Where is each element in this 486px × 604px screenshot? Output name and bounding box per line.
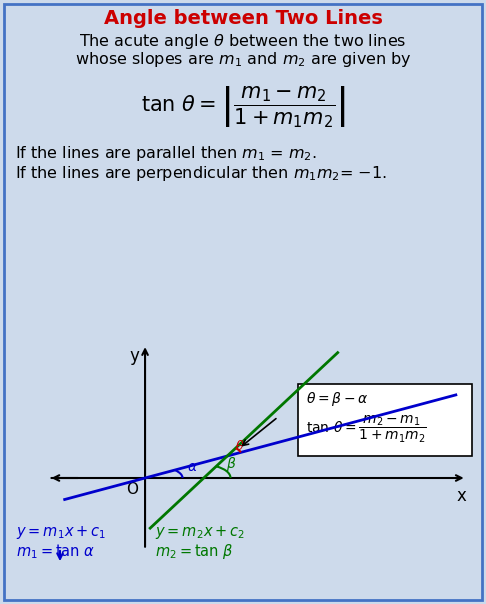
- Text: The acute angle $\theta$ between the two lines: The acute angle $\theta$ between the two…: [79, 32, 407, 51]
- Text: $y = m_2x + c_2$: $y = m_2x + c_2$: [155, 524, 245, 541]
- Text: If the lines are parallel then $m_1$ = $m_2$.: If the lines are parallel then $m_1$ = $…: [15, 144, 317, 163]
- FancyBboxPatch shape: [4, 4, 482, 600]
- Text: $\theta$: $\theta$: [235, 439, 244, 453]
- Text: If the lines are perpendicular then $m_1$$m_2$= $-$1.: If the lines are perpendicular then $m_1…: [15, 164, 387, 183]
- Text: Angle between Two Lines: Angle between Two Lines: [104, 9, 382, 28]
- Text: $m_2 = \tan\,\beta$: $m_2 = \tan\,\beta$: [155, 542, 234, 561]
- Text: $y = m_1x + c_1$: $y = m_1x + c_1$: [16, 524, 106, 541]
- Text: $\beta$: $\beta$: [226, 455, 237, 473]
- Text: $m_1 = \tan\,\alpha$: $m_1 = \tan\,\alpha$: [16, 542, 95, 561]
- FancyBboxPatch shape: [298, 384, 472, 456]
- Text: x: x: [456, 487, 466, 504]
- Text: y: y: [130, 347, 139, 365]
- Text: O: O: [127, 482, 139, 497]
- Text: $\alpha$: $\alpha$: [187, 460, 198, 474]
- Text: $\theta = \beta - \alpha$: $\theta = \beta - \alpha$: [306, 390, 368, 408]
- Text: $\tan\,\theta = \left|\dfrac{m_1 - m_2}{1 + m_1 m_2}\right|$: $\tan\,\theta = \left|\dfrac{m_1 - m_2}{…: [140, 84, 346, 130]
- Text: $\tan\,\theta = \dfrac{m_2 - m_1}{1 + m_1 m_2}$: $\tan\,\theta = \dfrac{m_2 - m_1}{1 + m_…: [306, 414, 427, 445]
- Text: whose slopes are $m_1$ and $m_2$ are given by: whose slopes are $m_1$ and $m_2$ are giv…: [74, 50, 412, 69]
